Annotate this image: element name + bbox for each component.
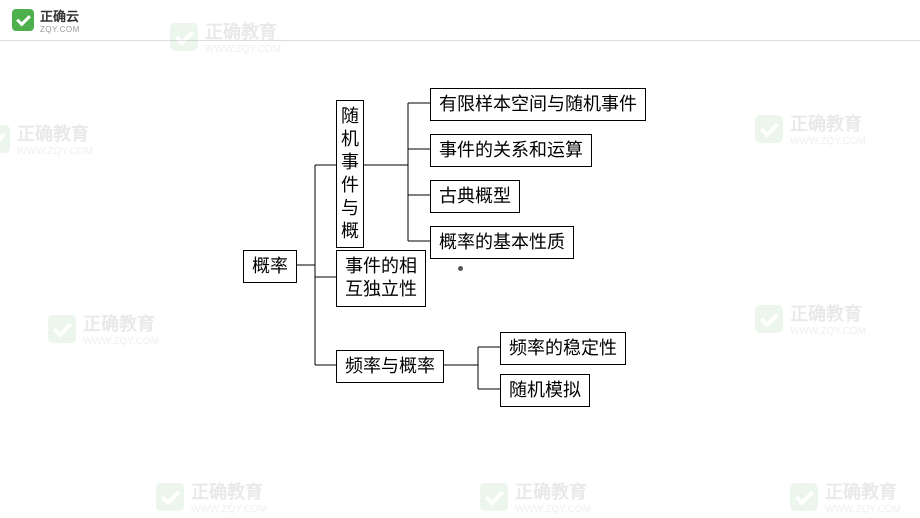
branch-node-3: 频率与概率 <box>336 350 444 383</box>
branch-node-1: 随 机 事 件 与 概 <box>336 100 364 248</box>
cursor-dot <box>458 266 463 271</box>
branch-node-2: 事件的相互独立性 <box>336 250 426 307</box>
logo-sub: ZQY.COM <box>40 25 80 34</box>
tree-diagram: 概率 随 机 事 件 与 概 事件的相互独立性 频率与概率 有限样本空间与随机事… <box>0 70 920 490</box>
leaf-node: 事件的关系和运算 <box>430 134 592 167</box>
logo-check-icon <box>12 9 34 31</box>
root-node: 概率 <box>243 250 297 283</box>
logo-text-block: 正确云 ZQY.COM <box>40 6 80 34</box>
header: 正确云 ZQY.COM <box>0 0 920 41</box>
leaf-node: 有限样本空间与随机事件 <box>430 88 646 121</box>
leaf-node: 古典概型 <box>430 180 520 213</box>
logo-name: 正确云 <box>40 6 80 25</box>
leaf-node: 概率的基本性质 <box>430 226 574 259</box>
connector-lines <box>0 70 920 490</box>
leaf-node: 频率的稳定性 <box>500 332 626 365</box>
leaf-node: 随机模拟 <box>500 374 590 407</box>
